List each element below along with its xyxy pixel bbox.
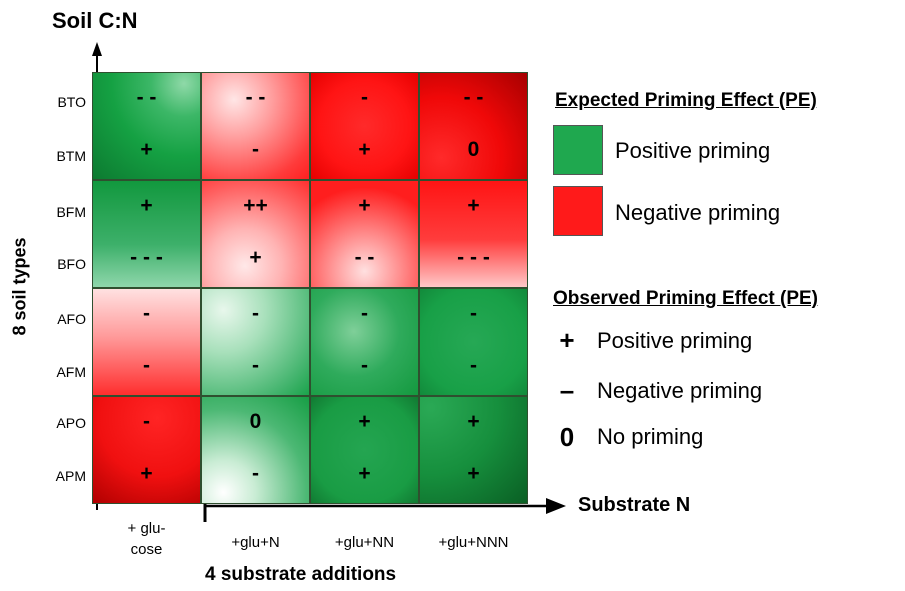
cell-symbol-bottom: + bbox=[467, 462, 480, 485]
cell-symbol-top: - - bbox=[463, 86, 484, 109]
cell-symbol-top: - - bbox=[136, 86, 157, 109]
grid-cell bbox=[201, 180, 310, 288]
cell-symbol-bottom: - - bbox=[354, 246, 375, 269]
grid-cell bbox=[310, 396, 419, 504]
y-axis-title: Soil C:N bbox=[52, 8, 138, 33]
cell-symbol-bottom: - bbox=[470, 354, 477, 377]
cell-symbol-top: - bbox=[361, 86, 368, 109]
column-label-glu-nn: +glu+NN bbox=[334, 534, 395, 551]
cell-symbol-bottom: 0 bbox=[467, 138, 480, 161]
cell-symbol-top: - bbox=[143, 410, 150, 433]
cell-symbol-bottom: + bbox=[358, 138, 371, 161]
cell-symbol-bottom: + bbox=[358, 462, 371, 485]
row-label-afo: AFO bbox=[57, 311, 86, 327]
cell-symbol-bottom: - - - bbox=[130, 246, 163, 269]
cell-symbol-top: - bbox=[143, 302, 150, 325]
cell-symbol-top: + bbox=[140, 194, 153, 217]
expected-negative-label: Negative priming bbox=[615, 200, 781, 225]
observed-negative-label: Negative priming bbox=[597, 378, 763, 403]
grid-cell bbox=[310, 72, 419, 180]
cell-symbol-top: - bbox=[470, 302, 477, 325]
cell-symbol-top: + bbox=[467, 410, 480, 433]
grid-cell bbox=[201, 72, 310, 180]
cell-symbol-bottom: + bbox=[140, 138, 153, 161]
column-label-glu-n: +glu+N bbox=[231, 534, 280, 551]
priming-grid: - - + - - - - + - -0 + - - - ++ + + - - + - - --------… bbox=[92, 72, 528, 504]
observed-legend-title: Observed Priming Effect (PE) bbox=[553, 288, 819, 309]
cell-symbol-bottom: + bbox=[140, 462, 153, 485]
cell-symbol-bottom: - bbox=[143, 354, 150, 377]
x-bottom-label: 4 substrate additions bbox=[205, 564, 397, 585]
expected-negative-swatch bbox=[553, 186, 603, 236]
cell-symbol-bottom: - bbox=[252, 462, 259, 485]
cell-symbol-top: - bbox=[361, 302, 368, 325]
observed-negative-symbol: – bbox=[559, 375, 575, 405]
row-label-bfm: BFM bbox=[56, 204, 86, 220]
grid-cell bbox=[201, 396, 310, 504]
column-label-glucose-line2: cose bbox=[130, 541, 163, 558]
observed-positive-label: Positive priming bbox=[597, 328, 753, 353]
cell-symbol-bottom: - bbox=[361, 354, 368, 377]
grid-cell bbox=[201, 288, 310, 396]
column-label-glu-nnn: +glu+NNN bbox=[438, 534, 509, 551]
row-label-bfo: BFO bbox=[57, 256, 86, 272]
cell-symbol-bottom: - bbox=[252, 354, 259, 377]
cell-symbol-top: + bbox=[358, 410, 371, 433]
expected-positive-swatch bbox=[553, 125, 603, 175]
observed-none-label: No priming bbox=[597, 424, 704, 449]
observed-positive-symbol: + bbox=[559, 325, 575, 355]
row-label-btm: BTM bbox=[56, 148, 86, 164]
cell-symbol-top: - bbox=[252, 302, 259, 325]
cell-symbol-top: ++ bbox=[243, 194, 268, 217]
y-side-label: 8 soil types bbox=[9, 237, 30, 336]
column-label-glucose: + glu- cose bbox=[92, 518, 201, 560]
cell-symbol-bottom: - bbox=[252, 138, 259, 161]
grid-cell bbox=[310, 288, 419, 396]
cell-symbol-top: 0 bbox=[249, 410, 262, 433]
grid-cell bbox=[419, 396, 528, 504]
column-label-glucose-line1: + glu- bbox=[127, 520, 166, 537]
grid-cell bbox=[310, 180, 419, 288]
grid-cell bbox=[419, 72, 528, 180]
x-axis-arrowhead bbox=[546, 498, 566, 514]
observed-none-symbol: 0 bbox=[559, 422, 575, 452]
expected-legend-title: Expected Priming Effect (PE) bbox=[555, 90, 817, 111]
grid-cell bbox=[92, 72, 201, 180]
expected-positive-label: Positive priming bbox=[615, 138, 771, 163]
row-label-bto: BTO bbox=[57, 94, 86, 110]
grid-cell bbox=[419, 180, 528, 288]
cell-symbol-bottom: + bbox=[249, 246, 262, 269]
row-label-apm: APM bbox=[55, 468, 86, 484]
row-label-apo: APO bbox=[56, 415, 86, 431]
cell-symbol-top: + bbox=[358, 194, 371, 217]
grid-cell bbox=[92, 396, 201, 504]
row-label-afm: AFM bbox=[56, 364, 86, 380]
grid-cell bbox=[92, 180, 201, 288]
x-axis-title: Substrate N bbox=[578, 494, 691, 516]
cell-symbol-top: + bbox=[467, 194, 480, 217]
y-axis-arrowhead bbox=[92, 42, 102, 56]
cell-symbol-bottom: - - - bbox=[457, 246, 490, 269]
cell-symbol-top: - - bbox=[245, 86, 266, 109]
grid-cell bbox=[92, 288, 201, 396]
grid-cell bbox=[419, 288, 528, 396]
